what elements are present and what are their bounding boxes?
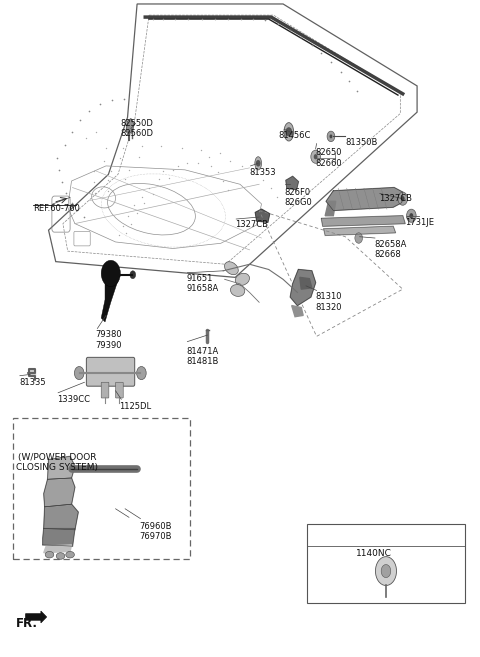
Text: 1327CB: 1327CB bbox=[379, 194, 412, 203]
Polygon shape bbox=[43, 528, 75, 546]
Polygon shape bbox=[255, 209, 270, 222]
Polygon shape bbox=[290, 269, 316, 306]
Ellipse shape bbox=[225, 261, 238, 275]
Text: 81353: 81353 bbox=[250, 168, 276, 177]
Text: 826F0
826G0: 826F0 826G0 bbox=[284, 187, 312, 207]
Text: 81335: 81335 bbox=[19, 378, 46, 387]
Circle shape bbox=[381, 564, 391, 578]
Polygon shape bbox=[48, 457, 75, 480]
Circle shape bbox=[311, 150, 321, 164]
Text: REF.60-760: REF.60-760 bbox=[33, 204, 80, 213]
Circle shape bbox=[314, 154, 318, 160]
Ellipse shape bbox=[235, 273, 250, 285]
Polygon shape bbox=[126, 119, 134, 133]
Ellipse shape bbox=[66, 551, 74, 558]
Text: 1125DL: 1125DL bbox=[120, 402, 152, 411]
Text: 81471A
81481B: 81471A 81481B bbox=[186, 347, 219, 366]
Polygon shape bbox=[44, 545, 72, 553]
Circle shape bbox=[286, 127, 292, 137]
Circle shape bbox=[407, 209, 416, 222]
Circle shape bbox=[327, 131, 335, 142]
FancyBboxPatch shape bbox=[116, 382, 123, 398]
Polygon shape bbox=[300, 277, 312, 289]
Text: 1327CB: 1327CB bbox=[235, 220, 268, 229]
Text: 81350B: 81350B bbox=[345, 139, 378, 147]
Circle shape bbox=[329, 135, 332, 139]
Text: FR.: FR. bbox=[16, 617, 38, 630]
Ellipse shape bbox=[230, 284, 245, 296]
Text: 79380
79390: 79380 79390 bbox=[96, 330, 122, 350]
Text: 91651
91658A: 91651 91658A bbox=[186, 274, 219, 294]
Polygon shape bbox=[325, 201, 336, 215]
Polygon shape bbox=[292, 306, 303, 317]
Text: (W/POWER DOOR
CLOSING SYSTEM): (W/POWER DOOR CLOSING SYSTEM) bbox=[16, 453, 98, 472]
Circle shape bbox=[398, 192, 408, 205]
Ellipse shape bbox=[255, 157, 262, 170]
Circle shape bbox=[409, 213, 413, 218]
FancyBboxPatch shape bbox=[86, 357, 135, 386]
FancyBboxPatch shape bbox=[101, 382, 109, 398]
Polygon shape bbox=[326, 187, 403, 210]
Circle shape bbox=[74, 367, 84, 380]
Ellipse shape bbox=[284, 123, 294, 141]
Polygon shape bbox=[322, 215, 405, 226]
Polygon shape bbox=[286, 176, 299, 189]
Circle shape bbox=[375, 556, 396, 585]
Circle shape bbox=[355, 233, 362, 243]
Text: 1731JE: 1731JE bbox=[405, 218, 434, 227]
Ellipse shape bbox=[45, 551, 54, 558]
Text: 82658A
82668: 82658A 82668 bbox=[374, 240, 407, 260]
Text: 82650
82660: 82650 82660 bbox=[316, 148, 342, 168]
Polygon shape bbox=[101, 276, 120, 322]
Text: 82550D
82560D: 82550D 82560D bbox=[120, 119, 154, 138]
Text: 1339CC: 1339CC bbox=[57, 396, 90, 404]
Text: 81310
81320: 81310 81320 bbox=[316, 292, 342, 312]
FancyArrow shape bbox=[25, 611, 47, 623]
Text: 1140NC: 1140NC bbox=[356, 549, 392, 558]
Text: 81456C: 81456C bbox=[278, 131, 311, 139]
Polygon shape bbox=[44, 478, 75, 507]
Text: 76960B
76970B: 76960B 76970B bbox=[140, 522, 172, 541]
Circle shape bbox=[137, 367, 146, 380]
Circle shape bbox=[401, 196, 405, 201]
Ellipse shape bbox=[56, 553, 65, 559]
Polygon shape bbox=[324, 226, 396, 235]
Circle shape bbox=[256, 160, 261, 167]
Polygon shape bbox=[29, 369, 35, 376]
Circle shape bbox=[130, 271, 136, 279]
Circle shape bbox=[101, 260, 120, 286]
Polygon shape bbox=[44, 504, 78, 530]
